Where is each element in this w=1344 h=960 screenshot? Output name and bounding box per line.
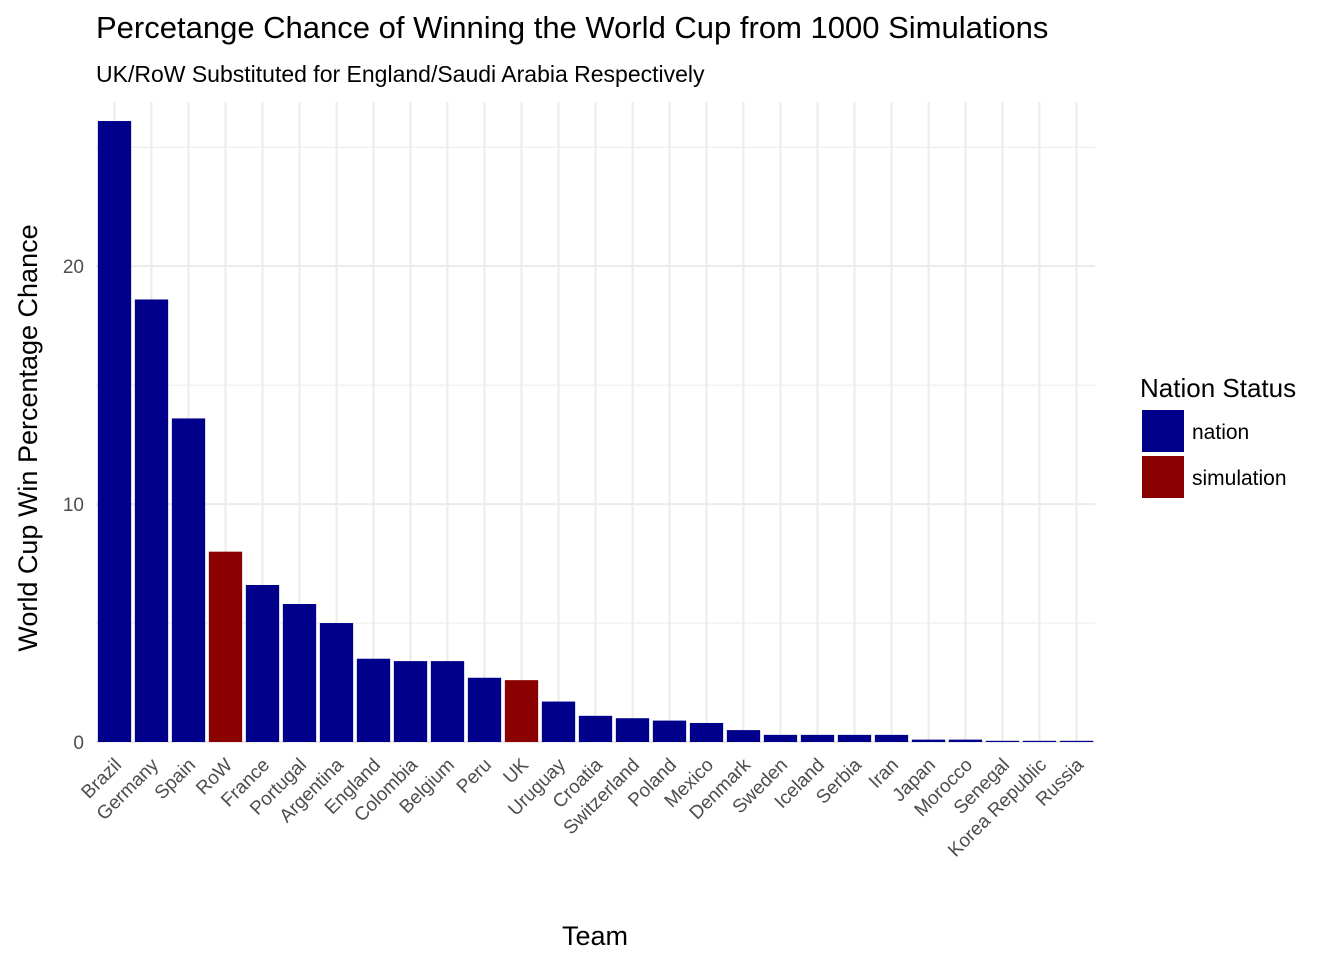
bar-uruguay <box>541 701 576 742</box>
bar-peru <box>467 677 502 742</box>
bar-argentina <box>319 623 354 742</box>
bar-iran <box>874 734 909 742</box>
bar-serbia <box>837 734 872 742</box>
y-axis-title: World Cup Win Percentage Chance <box>13 224 43 651</box>
bar-germany <box>134 299 169 742</box>
bar-switzerland <box>615 718 650 742</box>
bar-france <box>245 584 280 742</box>
y-tick-label: 0 <box>73 733 84 754</box>
chart-subtitle: UK/RoW Substituted for England/Saudi Ara… <box>96 61 705 87</box>
bar-denmark <box>726 730 761 742</box>
legend-key-simulation <box>1142 456 1184 498</box>
x-tick-label: Peru <box>453 755 496 798</box>
bar-croatia <box>578 715 613 742</box>
x-tick-labels: BrazilGermanySpainRoWFrancePortugalArgen… <box>78 754 1089 861</box>
bar-senegal <box>985 740 1020 742</box>
y-tick-labels: 0 10 20 <box>63 257 84 754</box>
legend-title: Nation Status <box>1140 373 1296 403</box>
legend: Nation Status nation simulation <box>1140 373 1296 498</box>
bar-morocco <box>948 739 983 742</box>
bar-korea-republic <box>1022 740 1057 742</box>
bar-iceland <box>800 734 835 742</box>
chart-title: Percetange Chance of Winning the World C… <box>96 10 1049 45</box>
y-tick-label: 20 <box>63 257 84 278</box>
y-tick-label: 10 <box>63 495 84 516</box>
bar-sweden <box>763 734 798 742</box>
bar-england <box>356 658 391 742</box>
bar-brazil <box>97 121 132 743</box>
bars <box>97 121 1094 743</box>
bar-japan <box>911 739 946 742</box>
legend-key-nation <box>1142 410 1184 452</box>
legend-label-simulation: simulation <box>1192 467 1287 490</box>
x-tick-label: Spain <box>151 755 200 804</box>
bar-row <box>208 551 243 742</box>
bar-spain <box>171 418 206 742</box>
bar-russia <box>1059 740 1094 742</box>
bar-belgium <box>430 661 465 742</box>
bar-colombia <box>393 661 428 742</box>
x-axis-title: Team <box>562 921 628 951</box>
bar-portugal <box>282 604 317 742</box>
legend-label-nation: nation <box>1192 421 1249 444</box>
bar-poland <box>652 720 687 742</box>
bar-uk <box>504 680 539 742</box>
bar-mexico <box>689 722 724 742</box>
